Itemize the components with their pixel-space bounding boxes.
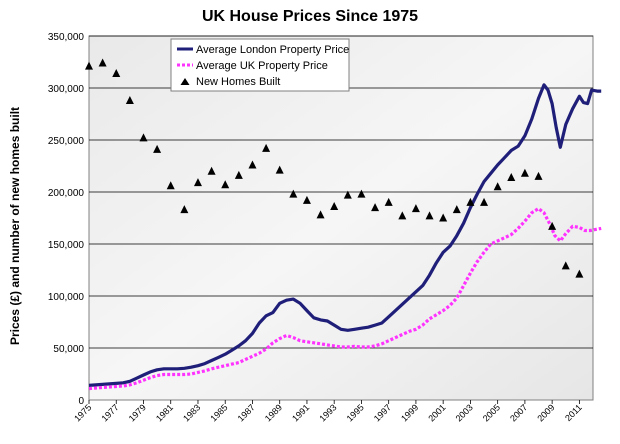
x-tick-label: 1999 xyxy=(399,402,420,423)
x-tick-label: 1997 xyxy=(372,402,393,423)
new-homes-marker xyxy=(520,168,529,177)
new-homes-marker xyxy=(548,221,557,230)
new-homes-marker xyxy=(193,178,202,187)
y-tick-label: 250,000 xyxy=(48,136,85,147)
new-homes-marker xyxy=(248,160,257,169)
new-homes-marker xyxy=(125,95,134,104)
x-tick-label: 1985 xyxy=(208,402,229,423)
x-tick-label: 1993 xyxy=(317,402,338,423)
new-homes-marker xyxy=(262,143,271,152)
legend-uk-label: Average UK Property Price xyxy=(196,60,328,72)
new-homes-marker xyxy=(439,213,448,222)
new-homes-marker xyxy=(98,58,107,67)
new-homes-marker xyxy=(153,144,162,153)
x-tick-label: 2003 xyxy=(454,402,475,423)
x-tick-label: 2007 xyxy=(508,402,529,423)
new-homes-marker xyxy=(480,197,489,206)
x-tick-label: 1983 xyxy=(181,402,202,423)
x-tick-label: 1981 xyxy=(154,402,175,423)
y-tick-label: 150,000 xyxy=(48,240,85,251)
y-tick-label: 300,000 xyxy=(48,84,85,95)
new-homes-marker xyxy=(221,180,230,189)
series-layer xyxy=(85,58,602,391)
new-homes-marker xyxy=(112,68,121,77)
legend-homes-label: New Homes Built xyxy=(196,76,280,88)
new-homes-marker xyxy=(371,203,380,212)
x-tick-label: 1979 xyxy=(127,402,148,423)
new-homes-marker xyxy=(207,166,216,175)
y-tick-label: 0 xyxy=(78,396,84,407)
new-homes-marker xyxy=(234,170,243,179)
new-homes-marker xyxy=(507,172,516,181)
new-homes-marker xyxy=(575,269,584,278)
new-homes-marker xyxy=(289,189,298,198)
x-tick-label: 2005 xyxy=(481,402,502,423)
new-homes-marker xyxy=(316,210,325,219)
legend-homes-swatch xyxy=(180,78,190,85)
legend: Average London Property Price Average UK… xyxy=(170,38,350,92)
x-tick-label: 1989 xyxy=(263,402,284,423)
y-tick-label: 350,000 xyxy=(48,32,85,43)
x-tick-label: 1977 xyxy=(99,402,120,423)
new-homes-marker xyxy=(561,261,570,270)
new-homes-marker xyxy=(452,205,461,214)
x-tick-labels: 1975 1977 1979 1981 1983 1985 1987 1989 1991 1993… xyxy=(72,400,584,424)
new-homes-marker xyxy=(398,211,407,220)
y-tick-label: 200,000 xyxy=(48,188,85,199)
x-tick-label: 1991 xyxy=(290,402,311,423)
new-homes-marker xyxy=(411,204,420,213)
x-tick-label: 1995 xyxy=(345,402,366,423)
new-homes-marker xyxy=(330,202,339,211)
y-tick-labels: 0 50,000 100,000 150,000 200,000 250,000 300,0… xyxy=(48,32,85,407)
new-homes-marker xyxy=(180,205,189,214)
london-price-line xyxy=(88,83,602,387)
x-tick-label: 2009 xyxy=(535,402,556,423)
new-homes-marker xyxy=(166,181,175,190)
legend-london-label: Average London Property Price xyxy=(196,44,349,56)
legend-box xyxy=(170,38,350,92)
new-homes-marker xyxy=(85,61,93,70)
new-homes-marker xyxy=(139,133,148,142)
new-homes-marker xyxy=(425,211,434,220)
new-homes-marker xyxy=(493,182,502,191)
y-axis-label: Prices (£) and number of new homes built xyxy=(8,107,22,345)
x-tick-label: 1975 xyxy=(72,402,93,423)
new-homes-marker xyxy=(357,189,366,198)
x-tick-label: 1987 xyxy=(236,402,257,423)
new-homes-marker xyxy=(302,195,311,204)
x-tick-label: 2011 xyxy=(563,402,584,423)
new-homes-marker xyxy=(275,165,284,174)
x-tick-label: 2001 xyxy=(426,402,447,423)
y-tick-label: 100,000 xyxy=(48,292,85,303)
uk-price-line xyxy=(88,207,602,391)
plot-area xyxy=(88,35,594,401)
y-tick-label: 50,000 xyxy=(53,344,84,355)
new-homes-marker xyxy=(534,171,543,180)
chart-title: UK House Prices Since 1975 xyxy=(202,8,418,25)
new-homes-marker xyxy=(384,197,393,206)
new-homes-marker xyxy=(466,197,475,206)
new-homes-marker xyxy=(343,190,352,199)
